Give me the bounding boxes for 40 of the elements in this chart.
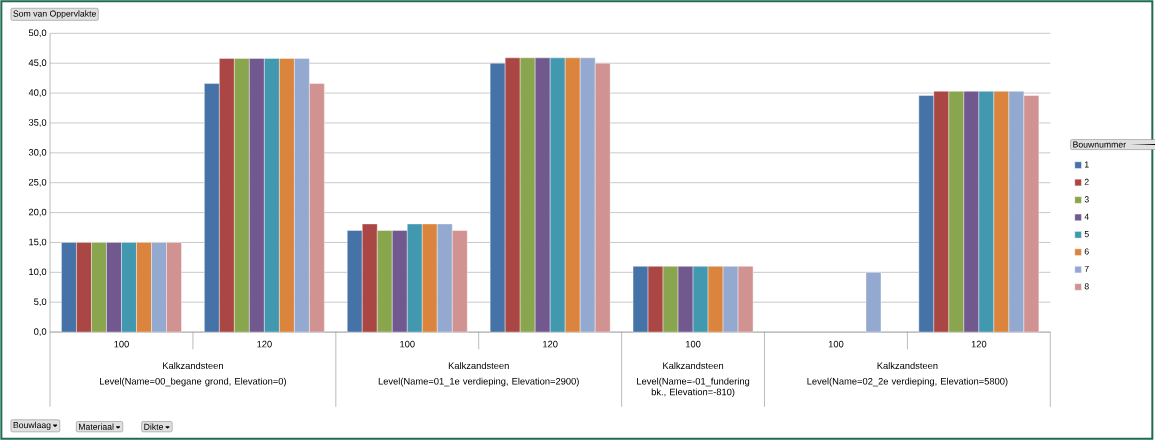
legend-label: 5 [1084,231,1089,238]
x-tick-label: 100 [114,340,129,348]
legend-label: 2 [1084,178,1089,185]
legend-label: 4 [1084,213,1089,220]
legend-label: 1 [1084,161,1089,168]
x-tick-label: 100 [400,340,415,348]
y-tick-label: 20,0 [28,208,47,217]
y-tick-label: 35,0 [28,119,47,127]
x-tick-label: 100 [828,340,844,348]
text: Materiaal [79,423,114,430]
text: Level(Name=-01_fundering bk., Elevation=-810) [637,377,750,397]
chart-title: Som van Oppervlakte [13,10,96,19]
legend-label: 6 [1084,248,1089,255]
text: Level(Name=00_begane grond, Elevation=0) [100,377,286,387]
text: Bouwlaag [13,421,51,430]
text: Level(Name=01_1e verdieping, Elevation=2900) [378,377,579,387]
y-tick-label: 10,0 [29,268,47,277]
y-tick-label: 45,0 [28,59,47,68]
text: Level(Name=02_2e verdieping, Elevation=5800) [807,377,1008,387]
x-tick-label: 120 [543,340,558,348]
text: Kalkzandsteen [448,362,509,369]
x-tick-label: 120 [971,340,987,348]
x-tick-label: 100 [685,340,701,348]
legend-label: 7 [1084,265,1089,272]
legend-title: Bouwnummer [1073,141,1126,148]
text: Dikte [144,423,164,430]
text: Kalkzandsteen [663,362,724,369]
legend-label: 3 [1084,196,1089,203]
y-tick-label: 50,0 [28,29,47,38]
text: Kalkzandsteen [877,362,938,369]
y-tick-label: 15,0 [29,238,47,247]
y-tick-label: 30,0 [28,148,47,157]
x-tick-label: 120 [257,340,272,348]
y-tick-label: 0,0 [34,328,47,336]
bar [865,272,882,333]
y-tick-label: 25,0 [28,178,47,187]
y-tick-label: 5,0 [34,298,47,307]
legend-label: 8 [1084,283,1089,290]
text: Kalkzandsteen [163,362,223,369]
y-tick-label: 40,0 [28,89,47,97]
